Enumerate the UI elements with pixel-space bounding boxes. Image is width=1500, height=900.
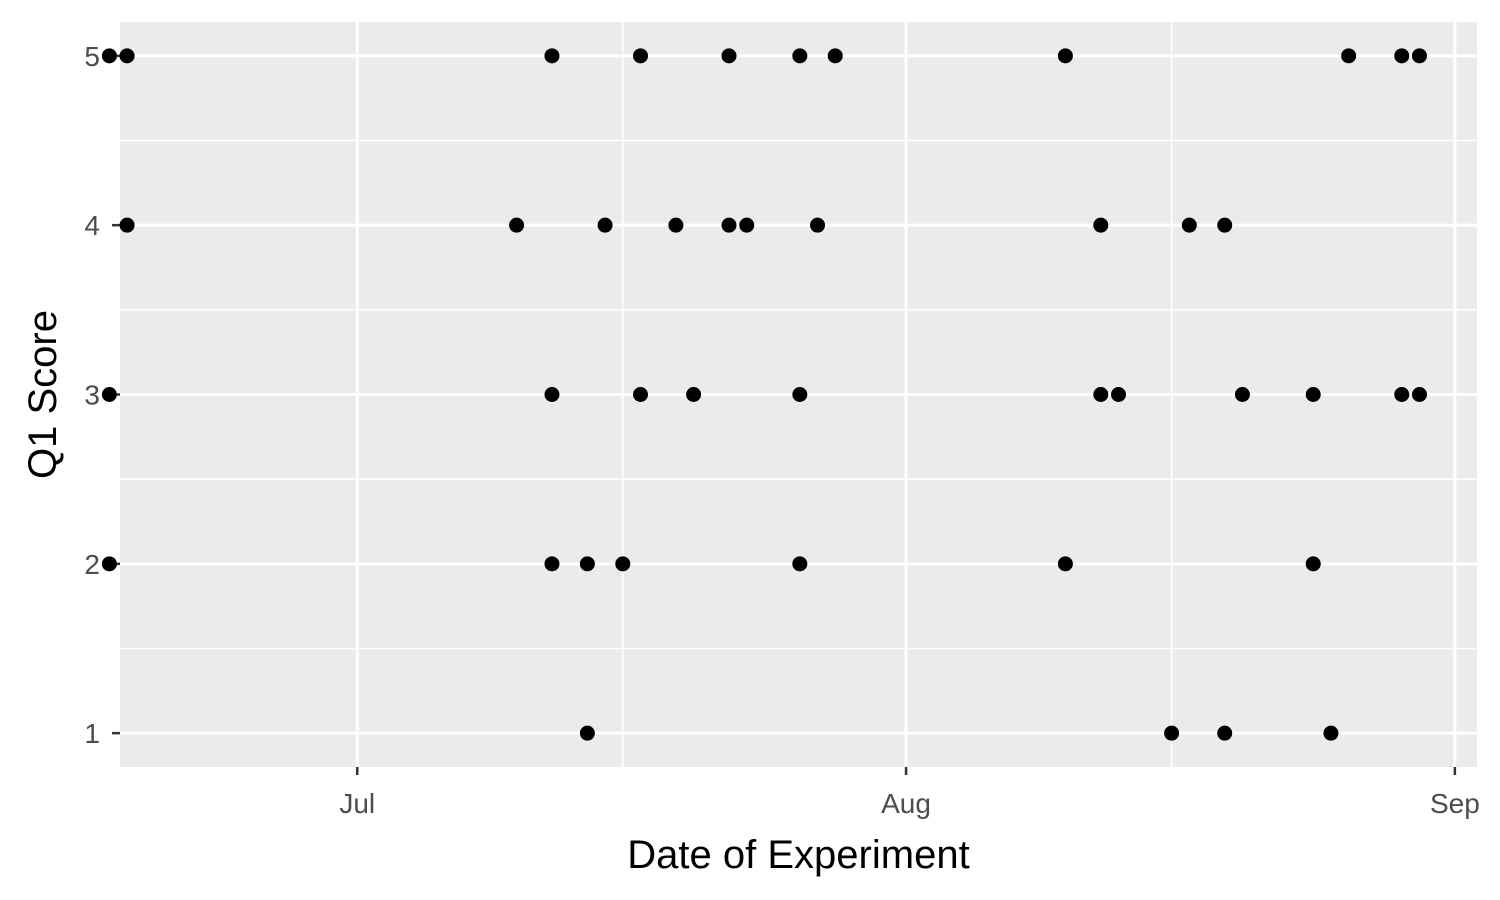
data-point <box>1217 725 1233 741</box>
x-tick-label: Aug <box>881 788 931 819</box>
data-point <box>1093 387 1109 402</box>
y-tick-label: 3 <box>84 380 100 411</box>
x-tick-label: Sep <box>1430 788 1480 819</box>
data-point <box>632 387 648 402</box>
data-point <box>1093 217 1109 233</box>
data-point <box>119 48 135 64</box>
data-point <box>1110 387 1126 402</box>
data-point <box>544 48 560 64</box>
data-point <box>579 556 595 572</box>
x-axis-title: Date of Experiment <box>627 833 969 877</box>
x-tick-label: Jul <box>339 788 375 819</box>
data-point <box>1323 725 1339 741</box>
data-point <box>1394 48 1410 64</box>
data-points <box>101 48 1427 741</box>
y-tick-label: 2 <box>84 549 100 580</box>
data-point <box>1305 556 1321 572</box>
tick-labels: Jul Aug Sep 1 2 3 4 5 <box>84 41 1479 819</box>
data-point <box>1394 387 1410 402</box>
data-point <box>579 725 595 741</box>
data-point <box>1181 217 1197 233</box>
data-point <box>597 217 613 233</box>
data-point <box>721 217 737 233</box>
data-point <box>1411 387 1427 402</box>
data-point <box>1057 556 1073 572</box>
data-point <box>1217 217 1233 233</box>
data-point <box>1305 387 1321 402</box>
data-point <box>544 556 560 572</box>
y-tick-label: 1 <box>84 718 100 749</box>
y-tick-label: 5 <box>84 41 100 72</box>
data-point <box>1164 725 1180 741</box>
data-point <box>1057 48 1073 64</box>
data-point <box>792 387 808 402</box>
data-point <box>544 387 560 402</box>
data-point <box>101 556 117 572</box>
data-point <box>810 217 826 233</box>
data-point <box>509 217 525 233</box>
data-point <box>792 556 808 572</box>
data-point <box>668 217 684 233</box>
data-point <box>1341 48 1357 64</box>
data-point <box>1411 48 1427 64</box>
data-point <box>827 48 843 64</box>
y-tick-label: 4 <box>84 210 100 241</box>
y-axis-title: Q1 Score <box>21 310 65 479</box>
data-point <box>119 217 135 233</box>
data-point <box>686 387 702 402</box>
data-point <box>101 387 117 402</box>
data-point <box>1234 387 1250 402</box>
data-point <box>739 217 755 233</box>
data-point <box>792 48 808 64</box>
data-point <box>632 48 648 64</box>
data-point <box>615 556 631 572</box>
data-point <box>101 48 117 64</box>
data-point <box>721 48 737 64</box>
